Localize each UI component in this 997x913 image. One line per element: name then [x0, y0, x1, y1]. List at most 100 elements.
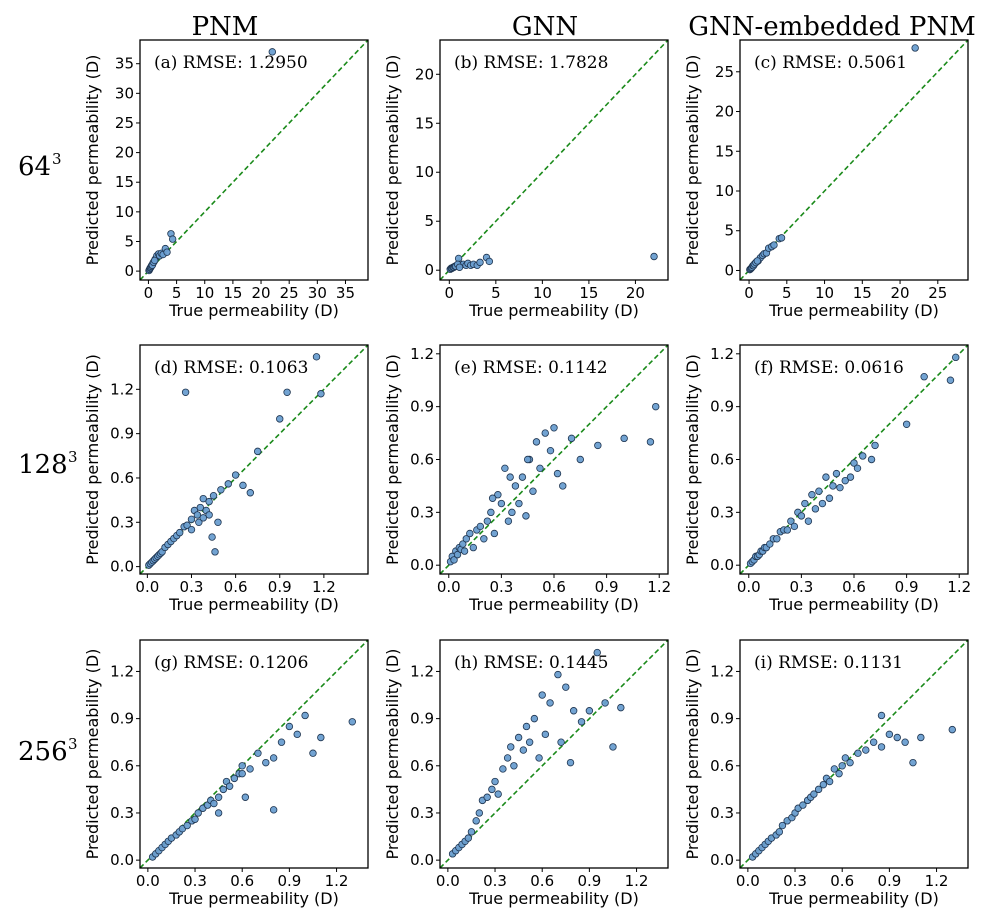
plot-frame — [139, 639, 369, 869]
x-tick-label: 15 — [853, 284, 872, 302]
data-point — [911, 44, 919, 52]
x-tick-label: 0.6 — [842, 578, 866, 596]
y-tick-label: 0.3 — [410, 804, 434, 822]
y-tick-label: 0.3 — [710, 503, 734, 521]
data-point — [753, 257, 762, 265]
identity-line — [139, 344, 369, 575]
rmse-annotation: (c) RMSE: 0.5061 — [754, 53, 907, 73]
data-point — [208, 533, 216, 541]
data-point — [829, 482, 837, 490]
x-tick-label: 0.9 — [577, 872, 601, 890]
y-tick-label: 20 — [715, 103, 734, 121]
data-point — [183, 521, 191, 529]
data-point — [490, 529, 499, 538]
data-point — [790, 522, 799, 531]
x-tick-label: 0.9 — [877, 872, 901, 890]
y-tick-label: 20 — [415, 65, 434, 83]
y-tick-label: 0 — [724, 261, 734, 279]
data-point — [238, 762, 246, 770]
column-title-2: GNN — [512, 12, 578, 42]
data-point — [819, 780, 828, 789]
x-tick-label: 0.0 — [135, 578, 159, 596]
row-label-exponent: 3 — [68, 448, 78, 466]
y-tick-label: 0.3 — [110, 804, 134, 822]
data-point — [525, 738, 534, 746]
data-point — [593, 648, 601, 657]
row-label-base: 128 — [18, 450, 68, 480]
data-point — [205, 497, 213, 506]
y-tick-label: 15 — [415, 114, 434, 132]
x-axis-label: True permeability (D) — [768, 301, 939, 320]
data-point — [219, 785, 228, 794]
x-tick-label: 0.3 — [489, 578, 513, 596]
x-tick-label: 0.9 — [277, 872, 301, 890]
x-tick-label: 1.2 — [325, 872, 349, 890]
identity-line — [139, 639, 369, 869]
x-tick-label: 35 — [336, 284, 355, 302]
data-point — [569, 707, 578, 715]
x-tick-label: 0.3 — [483, 872, 507, 890]
y-tick-label: 20 — [115, 144, 134, 162]
x-tick-label: 0.6 — [830, 872, 854, 890]
x-tick-label: 0.0 — [737, 578, 761, 596]
x-tick-label: 20 — [626, 284, 645, 302]
data-point — [514, 733, 523, 742]
data-point — [491, 777, 499, 786]
data-point — [810, 790, 818, 798]
y-tick-label: 0 — [424, 261, 434, 279]
y-tick-label: 0.9 — [110, 710, 134, 728]
data-point — [832, 469, 841, 478]
x-tick-label: 0 — [144, 284, 154, 302]
rmse-annotation: (g) RMSE: 0.1206 — [154, 653, 308, 673]
row-label-2: 128 3 — [18, 448, 78, 480]
y-tick-label: 15 — [715, 142, 734, 160]
data-point — [948, 725, 956, 734]
data-point — [853, 464, 862, 473]
x-tick-label: 1.2 — [647, 578, 671, 596]
data-point — [804, 517, 813, 525]
data-point — [532, 438, 541, 446]
y-tick-label: 35 — [115, 55, 134, 73]
identity-line — [439, 639, 669, 869]
data-point — [799, 801, 807, 809]
data-point — [301, 711, 309, 720]
data-point — [783, 526, 792, 534]
data-point — [501, 464, 509, 473]
data-point — [869, 738, 878, 746]
y-tick-label: 0.9 — [110, 425, 134, 443]
x-tick-label: 0.9 — [895, 578, 919, 596]
identity-line — [139, 39, 369, 281]
rmse-annotation: (f) RMSE: 0.0616 — [754, 358, 904, 378]
x-tick-label: 0.9 — [268, 578, 292, 596]
y-axis-label: Predicted permeability (D) — [83, 354, 102, 565]
y-axis-label: Predicted permeability (D) — [683, 649, 702, 860]
data-point — [317, 390, 325, 398]
data-point — [476, 522, 485, 531]
data-point — [511, 482, 520, 490]
y-axis-label: Predicted permeability (D) — [683, 55, 702, 266]
plot-frame — [739, 39, 969, 281]
data-point — [567, 434, 576, 443]
x-tick-label: 20 — [251, 284, 270, 302]
data-point — [194, 809, 202, 817]
plot-frame — [139, 39, 369, 281]
data-point — [620, 434, 628, 443]
scatter-panel-f: 0.0 0.3 0.6 0.9 1.2 0.0 0.3 0.6 0.9 1.2 True perme… — [683, 344, 971, 614]
data-point — [150, 256, 159, 265]
row-label-3: 256 3 — [18, 735, 78, 767]
data-point — [541, 429, 549, 437]
y-tick-label: 0.6 — [710, 451, 734, 469]
y-tick-label: 1.2 — [710, 662, 734, 680]
data-point — [815, 487, 823, 495]
data-point — [480, 535, 488, 543]
y-tick-label: 0.0 — [410, 556, 434, 574]
data-point — [497, 499, 506, 508]
data-point — [246, 489, 255, 497]
data-point — [460, 547, 469, 555]
y-tick-label: 0.3 — [710, 804, 734, 822]
x-tick-label: 10 — [815, 284, 834, 302]
